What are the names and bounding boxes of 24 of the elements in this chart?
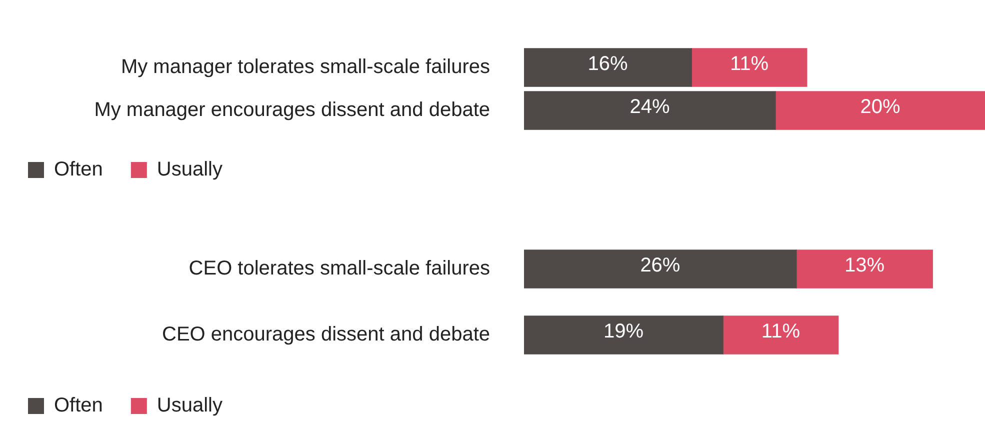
data-label: 13% <box>844 254 885 277</box>
y-tick-label: My manager encourages dissent and debate <box>94 99 490 122</box>
legend-label: Usually <box>156 394 222 417</box>
y-tick-label: CEO encourages dissent and debate <box>162 324 490 346</box>
bar <box>524 250 797 288</box>
data-label: 16% <box>588 53 628 76</box>
data-label: 19% <box>604 320 644 343</box>
data-label: 11% <box>761 320 800 343</box>
bar <box>722 316 839 354</box>
bar <box>775 91 985 130</box>
data-label: 24% <box>630 96 670 118</box>
bar <box>691 48 808 87</box>
legend-label: Often <box>54 394 103 417</box>
data-label: 26% <box>640 254 680 277</box>
bar <box>524 91 776 130</box>
bar <box>524 48 692 87</box>
bar <box>796 250 933 288</box>
bar <box>524 316 724 354</box>
data-label: 20% <box>860 96 900 118</box>
y-tick-label: My manager tolerates small-scale failures <box>120 56 490 78</box>
y-tick-label: CEO tolerates small-scale failures <box>188 258 490 280</box>
data-label: 11% <box>730 53 769 76</box>
legend-label: Usually <box>156 158 222 181</box>
legend-label: Often <box>54 158 103 181</box>
